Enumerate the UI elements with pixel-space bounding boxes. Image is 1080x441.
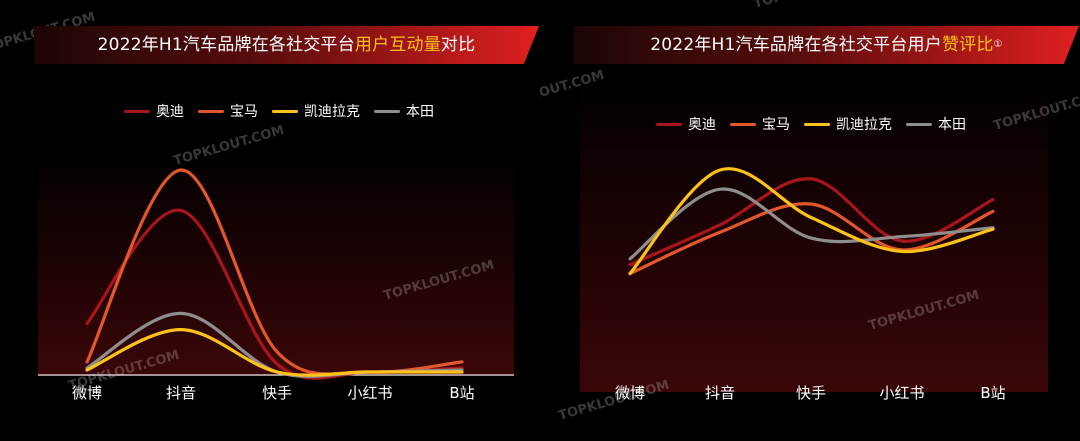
x-tick-label: 微博 (72, 384, 102, 402)
data-point (85, 322, 88, 325)
data-point (85, 360, 88, 363)
data-point (275, 370, 278, 373)
data-point (368, 370, 371, 373)
legend-right: 奥迪 宝马 凯迪拉克 本田 (656, 114, 966, 134)
data-point (900, 235, 903, 238)
series-line-2 (628, 167, 995, 276)
legend-label: 本田 (406, 104, 434, 120)
data-point (809, 177, 812, 180)
data-point (809, 216, 812, 219)
data-point (275, 350, 278, 353)
legend-swatch (374, 109, 400, 113)
title-part-2: 对比 (440, 35, 476, 55)
data-point (275, 362, 278, 365)
data-point (179, 328, 182, 331)
legend-left: 奥迪 宝马 凯迪拉克 本田 (124, 101, 434, 121)
data-point (991, 228, 994, 231)
title-part-0: 2022年H1汽车品牌在各社交平台用户 (650, 35, 942, 55)
legend-label: 奥迪 (156, 104, 184, 120)
legend-item: 奥迪 (124, 101, 184, 121)
data-point (179, 312, 182, 315)
data-point (85, 368, 88, 371)
plot-background (38, 150, 514, 376)
legend-label: 宝马 (762, 117, 790, 133)
x-tick-label: 微博 (615, 384, 645, 402)
legend-swatch (656, 122, 682, 126)
data-point (628, 263, 631, 266)
x-tick-label: B站 (449, 384, 474, 402)
legend-swatch (804, 122, 830, 126)
chart-svg-left: TOPKLOUT.COMTOPKLOUT.COMTOPKLOUT.COMTOPK… (0, 10, 514, 402)
watermark-text: TOPKLOUT.COM (752, 0, 866, 12)
data-point (718, 231, 721, 234)
legend-swatch (272, 109, 298, 113)
title-part-1: 赞评比 (941, 35, 994, 55)
data-point (809, 202, 812, 205)
chart-title-left: 2022年H1汽车品牌在各社交平台用户互动量对比 (34, 26, 539, 64)
x-tick-label: 快手 (262, 384, 292, 402)
data-point (991, 198, 994, 201)
data-point (460, 360, 463, 363)
data-point (628, 257, 631, 260)
legend-item: 凯迪拉克 (272, 101, 360, 121)
legend-label: 本田 (938, 117, 966, 133)
legend-item: 宝马 (198, 101, 258, 121)
data-point (179, 168, 182, 171)
data-point (718, 223, 721, 226)
chart-panel-left: TOPKLOUT.COMTOPKLOUT.COMTOPKLOUT.COMTOPK… (0, 10, 539, 402)
legend-label: 凯迪拉克 (304, 104, 360, 120)
legend-label: 凯迪拉克 (836, 117, 892, 133)
chart-title-right: 2022年H1汽车品牌在各社交平台用户赞评比① (574, 26, 1079, 64)
x-tick-label: 快手 (796, 384, 826, 402)
chart-panel-right: TOPKLOUT.COM TOPKLOUT.COM TOPKLOUT.COM TOPK… (540, 0, 1080, 441)
legend-swatch (198, 109, 224, 113)
data-point (460, 370, 463, 373)
data-point (809, 236, 812, 239)
title-part-2: ① (993, 39, 1003, 50)
x-tick-label: 小红书 (879, 384, 924, 402)
title-part-0: 2022年H1汽车品牌在各社交平台 (97, 35, 355, 55)
legend-swatch (906, 122, 932, 126)
x-tick-label: B站 (980, 384, 1005, 402)
chart-svg-right: TOPKLOUT.COMTOPKLOUT.COMTOPKLOUT.COMTOPK… (540, 0, 1080, 424)
title-banner-right: 2022年H1汽车品牌在各社交平台用户赞评比① (574, 26, 1079, 64)
title-part-1: 用户互动量 (354, 35, 441, 55)
data-point (628, 272, 631, 275)
legend-item: 本田 (374, 101, 434, 121)
data-point (718, 168, 721, 171)
title-banner-left: 2022年H1汽车品牌在各社交平台用户互动量对比 (34, 26, 539, 64)
data-point (179, 209, 182, 212)
legend-swatch (730, 122, 756, 126)
x-tick-label: 抖音 (166, 384, 196, 402)
legend-item: 本田 (906, 114, 966, 134)
series-line-3 (628, 187, 995, 261)
x-tick-label: 抖音 (705, 384, 735, 402)
legend-swatch (124, 109, 150, 113)
x-tick-label: 小红书 (347, 384, 392, 402)
series-line-2 (85, 327, 464, 377)
data-point (900, 239, 903, 242)
legend-label: 宝马 (230, 104, 258, 120)
data-point (991, 210, 994, 213)
legend-item: 奥迪 (656, 114, 716, 134)
legend-label: 奥迪 (688, 117, 716, 133)
legend-item: 宝马 (730, 114, 790, 134)
series-line-1 (628, 202, 995, 276)
data-point (900, 250, 903, 253)
legend-item: 凯迪拉克 (804, 114, 892, 134)
data-point (718, 188, 721, 191)
